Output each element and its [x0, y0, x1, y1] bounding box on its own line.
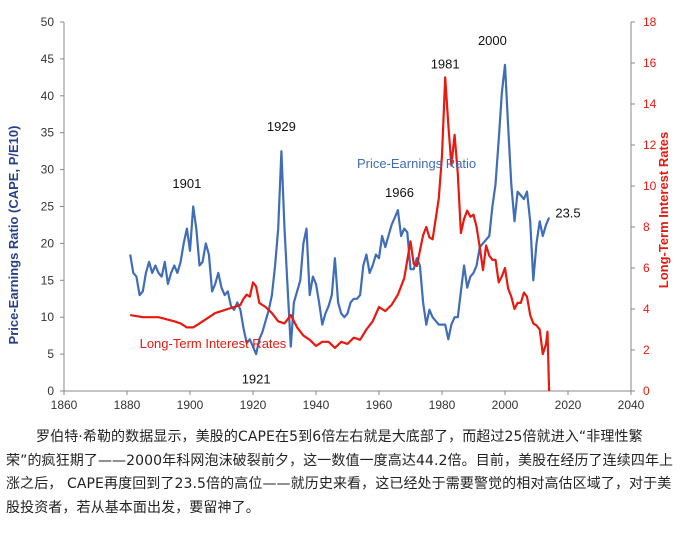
x-tick-label: 2020 [555, 398, 582, 412]
y-tick-label-left: 50 [41, 15, 55, 29]
y-tick-label-right: 0 [643, 384, 650, 398]
x-tick-label: 1880 [114, 398, 141, 412]
y-tick-label-right: 4 [643, 302, 650, 316]
annotation-label: 1921 [242, 372, 271, 387]
annotation-label: 1901 [172, 176, 201, 191]
chart-axes: 1860 1880 1900 1920 1940 1960 1980 2000 2020 2040… [41, 15, 657, 412]
annotation-label: 1981 [431, 56, 460, 71]
y-tick-label-left: 15 [41, 273, 55, 287]
y-tick-label-left: 10 [41, 310, 55, 324]
y-tick-label-right: 2 [643, 343, 650, 357]
x-tick-label: 1960 [366, 398, 393, 412]
x-tick-label: 2040 [618, 398, 645, 412]
annotation-label: 23.5 [555, 206, 580, 221]
cape-chart: 1860 1880 1900 1920 1940 1960 1980 2000 2020 2040… [6, 15, 671, 412]
chart-labels: 1901 1929 1966 1981 2000 1921 23.5 Price-Earnin… [140, 33, 581, 387]
caption-paragraph: 罗伯特·希勒的数据显示，美股的CAPE在5到6倍左右就是大底部了，而超过25倍就… [6, 429, 674, 516]
x-tick-label: 1860 [51, 398, 78, 412]
y-tick-label-right: 18 [643, 15, 657, 29]
y-tick-label-left: 5 [47, 347, 54, 361]
x-tick-label: 1900 [177, 398, 204, 412]
y-tick-label-right: 10 [643, 179, 657, 193]
chart-series [129, 63, 551, 392]
y-axis-title-left: Price-Earnings Ratio (CAPE, P/E10) [6, 126, 21, 345]
series-line-pe-ratio [129, 63, 551, 356]
y-tick-label-left: 35 [41, 126, 55, 140]
y-axis-title-right: Long-Term Interest Rates [656, 132, 671, 289]
y-tick-label-left: 40 [41, 89, 55, 103]
annotation-label: 2000 [478, 33, 507, 48]
y-tick-label-left: 45 [41, 52, 55, 66]
y-tick-label-right: 12 [643, 138, 657, 152]
y-tick-label-left: 25 [41, 200, 55, 214]
x-tick-label: 2000 [492, 398, 519, 412]
y-tick-label-right: 6 [643, 261, 650, 275]
annotation-label: 1966 [385, 185, 414, 200]
series-label-interest-rates: Long-Term Interest Rates [140, 336, 287, 351]
series-label-pe-ratio: Price-Earnings Ratio [357, 156, 476, 171]
y-tick-label-left: 0 [47, 384, 54, 398]
annotation-label: 1929 [267, 119, 296, 134]
y-tick-label-right: 8 [643, 220, 650, 234]
y-tick-label-left: 30 [41, 163, 55, 177]
y-tick-label-right: 16 [643, 56, 657, 70]
y-tick-label-right: 14 [643, 97, 657, 111]
y-tick-label-left: 20 [41, 236, 55, 250]
x-tick-label: 1980 [429, 398, 456, 412]
x-tick-label: 1920 [240, 398, 267, 412]
series-line-interest-rates [130, 76, 551, 392]
x-tick-label: 1940 [303, 398, 330, 412]
